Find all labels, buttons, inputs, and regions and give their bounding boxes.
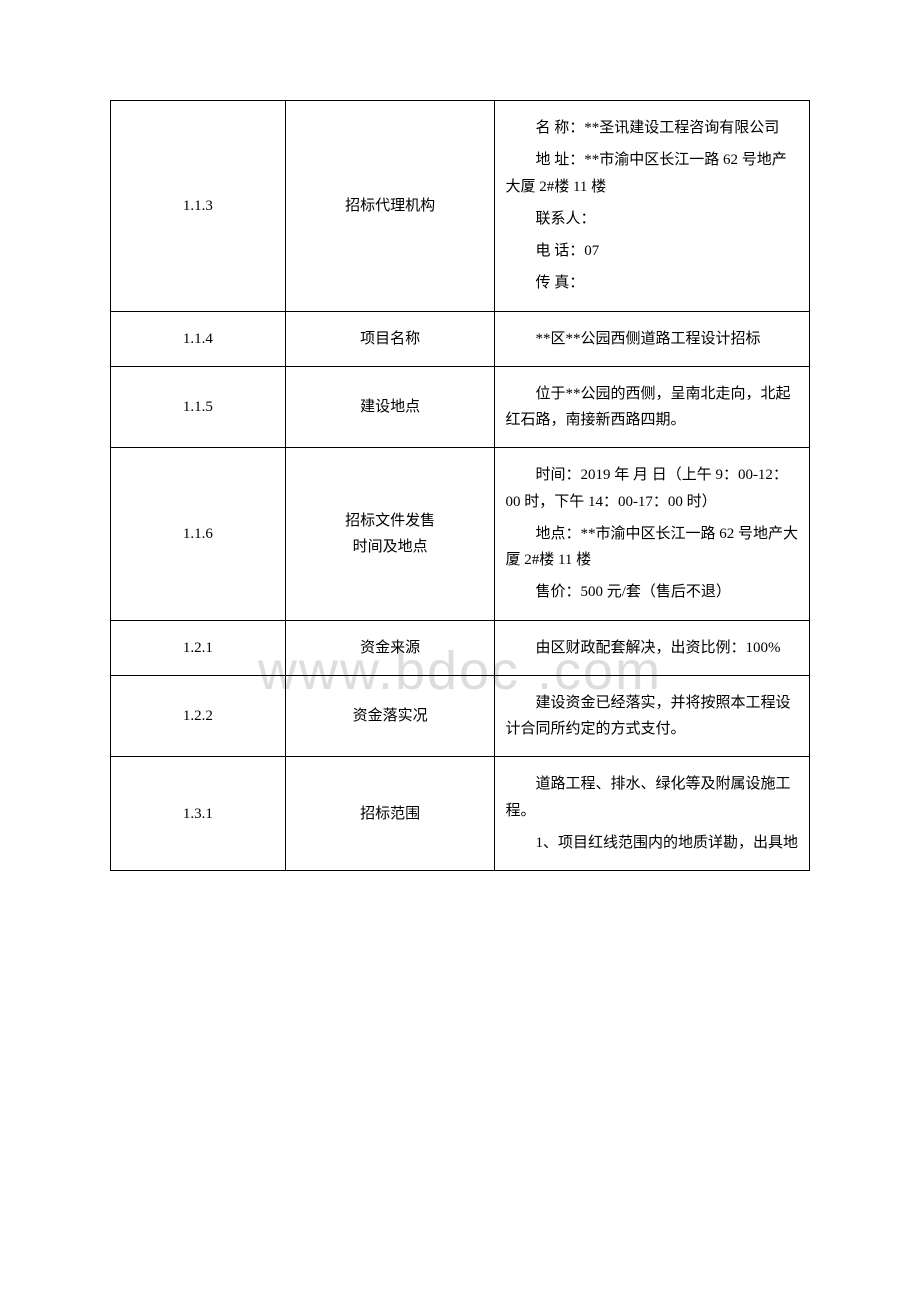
content-block: 道路工程、排水、绿化等及附属设施工程。	[505, 771, 799, 824]
row-index: 1.2.2	[111, 675, 286, 757]
table-row: 1.3.1招标范围道路工程、排水、绿化等及附属设施工程。 1、项目红线范围内的地质…	[111, 757, 810, 871]
content-block: 电 话：07	[505, 238, 799, 264]
row-content: 位于**公园的西侧，呈南北走向，北起红石路，南接新西路四期。	[495, 366, 810, 448]
content-block: 地 址：**市渝中区长江一路 62 号地产大厦 2#楼 11 楼	[505, 147, 799, 200]
content-block: 位于**公园的西侧，呈南北走向，北起红石路，南接新西路四期。	[505, 381, 799, 434]
row-content: 建设资金已经落实，并将按照本工程设计合同所约定的方式支付。	[495, 675, 810, 757]
content-block: 传 真：	[505, 270, 799, 296]
table-wrapper: 1.1.3招标代理机构名 称：**圣讯建设工程咨询有限公司地 址：**市渝中区长…	[110, 100, 810, 871]
content-block: 由区财政配套解决，出资比例：100%	[505, 635, 799, 661]
content-block: 1、项目红线范围内的地质详勘，出具地	[505, 830, 799, 856]
content-block: 名 称：**圣讯建设工程咨询有限公司	[505, 115, 799, 141]
row-label: 资金来源	[285, 620, 495, 675]
row-content: **区**公园西侧道路工程设计招标	[495, 311, 810, 366]
content-block: 时间：2019 年 月 日（上午 9：00-12：00 时，下午 14：00-1…	[505, 462, 799, 515]
content-block: **区**公园西侧道路工程设计招标	[505, 326, 799, 352]
table-row: 1.1.4项目名称 **区**公园西侧道路工程设计招标	[111, 311, 810, 366]
row-content: 名 称：**圣讯建设工程咨询有限公司地 址：**市渝中区长江一路 62 号地产大…	[495, 101, 810, 312]
table-row: 1.2.1资金来源由区财政配套解决，出资比例：100%	[111, 620, 810, 675]
row-label: 招标代理机构	[285, 101, 495, 312]
label-line: 时间及地点	[296, 534, 485, 560]
row-index: 1.1.5	[111, 366, 286, 448]
content-block: 地点：**市渝中区长江一路 62 号地产大厦 2#楼 11 楼	[505, 521, 799, 574]
row-index: 1.1.3	[111, 101, 286, 312]
bid-info-table: 1.1.3招标代理机构名 称：**圣讯建设工程咨询有限公司地 址：**市渝中区长…	[110, 100, 810, 871]
content-block: 售价：500 元/套（售后不退）	[505, 579, 799, 605]
row-index: 1.1.4	[111, 311, 286, 366]
table-row: 1.1.5建设地点位于**公园的西侧，呈南北走向，北起红石路，南接新西路四期。	[111, 366, 810, 448]
content-block: 联系人：	[505, 206, 799, 232]
table-row: 1.1.6招标文件发售时间及地点时间：2019 年 月 日（上午 9：00-12…	[111, 448, 810, 620]
row-label: 项目名称	[285, 311, 495, 366]
row-content: 由区财政配套解决，出资比例：100%	[495, 620, 810, 675]
row-content: 道路工程、排水、绿化等及附属设施工程。 1、项目红线范围内的地质详勘，出具地	[495, 757, 810, 871]
label-line: 招标文件发售	[296, 508, 485, 534]
row-index: 1.3.1	[111, 757, 286, 871]
row-label: 资金落实况	[285, 675, 495, 757]
row-index: 1.2.1	[111, 620, 286, 675]
content-block: 建设资金已经落实，并将按照本工程设计合同所约定的方式支付。	[505, 690, 799, 743]
row-index: 1.1.6	[111, 448, 286, 620]
row-label: 招标范围	[285, 757, 495, 871]
row-content: 时间：2019 年 月 日（上午 9：00-12：00 时，下午 14：00-1…	[495, 448, 810, 620]
table-row: 1.2.2资金落实况建设资金已经落实，并将按照本工程设计合同所约定的方式支付。	[111, 675, 810, 757]
table-row: 1.1.3招标代理机构名 称：**圣讯建设工程咨询有限公司地 址：**市渝中区长…	[111, 101, 810, 312]
row-label: 建设地点	[285, 366, 495, 448]
page-container: 1.1.3招标代理机构名 称：**圣讯建设工程咨询有限公司地 址：**市渝中区长…	[0, 0, 920, 931]
table-body: 1.1.3招标代理机构名 称：**圣讯建设工程咨询有限公司地 址：**市渝中区长…	[111, 101, 810, 871]
row-label: 招标文件发售时间及地点	[285, 448, 495, 620]
